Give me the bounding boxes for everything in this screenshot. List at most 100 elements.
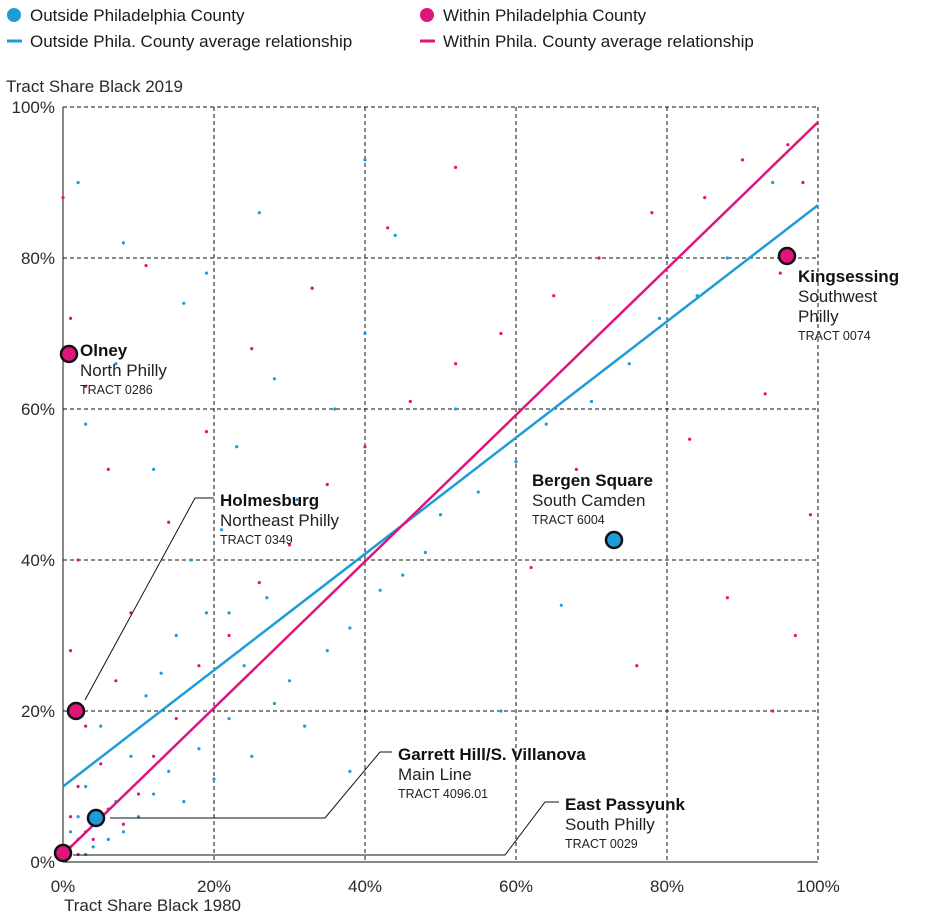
point-within-philadelphia-county [552, 294, 556, 298]
point-outside-philadelphia-county [725, 256, 730, 260]
annotation-subtitle-bergen-square: South Camden [532, 491, 645, 510]
annotation-subtitle-olney: North Philly [80, 361, 167, 380]
point-within-philadelphia-county [703, 196, 707, 200]
point-outside-philadelphia-county [378, 588, 382, 592]
x-axis-title: Tract Share Black 1980 [64, 896, 241, 915]
point-within-philadelphia-county [287, 543, 292, 547]
annotation-subtitle-kingsessing: Southwest [798, 287, 878, 306]
point-within-philadelphia-county [167, 520, 171, 524]
connector-garrett-hill-s-villanova [110, 751, 392, 819]
highlight-point-east-passyunk [53, 843, 73, 863]
point-within-philadelphia-county [121, 822, 125, 826]
point-within-philadelphia-county [84, 724, 88, 728]
annotation-subtitle-east-passyunk: South Philly [565, 815, 655, 834]
connector-holmesburg [84, 497, 214, 701]
point-outside-philadelphia-county [476, 490, 480, 494]
highlight-point-kingsessing [777, 246, 797, 266]
point-within-philadelphia-county [454, 362, 458, 366]
annotation-tract-holmesburg: TRACT 0349 [220, 533, 293, 547]
point-outside-philadelphia-county [657, 316, 662, 320]
legend-outside-points: Outside Philadelphia County [30, 6, 245, 25]
point-outside-philadelphia-county [250, 754, 254, 758]
point-outside-philadelphia-county [219, 528, 224, 532]
point-outside-philadelphia-county [454, 407, 458, 411]
point-within-philadelphia-county [688, 437, 692, 441]
point-within-philadelphia-county [363, 445, 367, 449]
point-outside-philadelphia-county [76, 815, 80, 819]
point-outside-philadelphia-county [348, 769, 352, 774]
x-tick-label: 80% [650, 877, 684, 896]
point-outside-philadelphia-county [771, 180, 775, 185]
annotation-subtitle-garrett-hill-s-villanova: Main Line [398, 765, 472, 784]
highlight-point-bergen-square [604, 530, 624, 550]
x-tick-label: 0% [51, 877, 76, 896]
point-outside-philadelphia-county [174, 633, 178, 638]
point-outside-philadelphia-county [182, 800, 186, 804]
point-outside-philadelphia-county [242, 664, 246, 668]
point-outside-philadelphia-county [212, 777, 216, 781]
point-outside-philadelphia-county [333, 407, 337, 411]
legend-within-points: Within Philadelphia County [443, 6, 647, 25]
point-outside-philadelphia-county [227, 716, 231, 721]
y-tick-label: 0% [30, 853, 55, 872]
point-outside-philadelphia-county [499, 709, 503, 713]
annotation-tract-olney: TRACT 0286 [80, 383, 153, 397]
point-within-philadelphia-county [152, 754, 156, 758]
y-tick-label: 20% [21, 702, 55, 721]
point-outside-philadelphia-county [303, 724, 307, 728]
point-outside-philadelphia-county [106, 837, 110, 841]
point-within-philadelphia-county [786, 143, 790, 147]
annotation-title-east-passyunk: East Passyunk [565, 795, 686, 814]
point-outside-philadelphia-county [295, 498, 299, 502]
legend-outside-line: Outside Phila. County average relationsh… [30, 32, 352, 51]
point-outside-philadelphia-county [121, 241, 125, 245]
point-within-philadelphia-county [650, 211, 654, 215]
legend-swatch-outside-points [7, 8, 21, 22]
y-tick-label: 60% [21, 400, 55, 419]
x-tick-label: 40% [348, 877, 382, 896]
annotation-title-bergen-square: Bergen Square [532, 471, 653, 490]
point-outside-philadelphia-county [189, 558, 193, 562]
legend-within-line: Within Phila. County average relationshi… [443, 32, 754, 51]
point-within-philadelphia-county [454, 165, 458, 169]
point-outside-philadelphia-county [144, 694, 148, 698]
annotation-title-holmesburg: Holmesburg [220, 491, 319, 510]
point-outside-philadelphia-county [272, 377, 276, 381]
point-within-philadelphia-county [635, 664, 639, 668]
gridlines [62, 106, 819, 863]
point-outside-philadelphia-county [84, 852, 88, 857]
point-outside-philadelphia-county [272, 701, 276, 706]
point-outside-philadelphia-county [114, 362, 118, 366]
x-tick-label: 100% [796, 877, 839, 896]
point-within-philadelphia-county [68, 815, 73, 819]
y-tick-label: 40% [21, 551, 55, 570]
point-outside-philadelphia-county [438, 513, 443, 517]
annotation-tract-garrett-hill-s-villanova: TRACT 4096.01 [398, 787, 488, 801]
point-outside-philadelphia-county [129, 754, 133, 758]
point-within-philadelphia-county [99, 762, 103, 766]
point-within-philadelphia-county [197, 664, 201, 668]
point-within-philadelphia-county [136, 792, 141, 796]
legend-swatch-within-points [420, 8, 434, 22]
point-within-philadelphia-county [725, 596, 730, 600]
point-outside-philadelphia-county [257, 211, 261, 215]
point-within-philadelphia-county [68, 649, 73, 653]
point-outside-philadelphia-county [514, 460, 518, 464]
tick-labels: 0% 0% 20% 20% 40% 40% 60% 60% 80% 80% 100% 100% [12, 98, 840, 896]
point-within-philadelphia-county [61, 196, 65, 200]
annotation-subtitle-holmesburg: Northeast Philly [220, 511, 340, 530]
point-outside-philadelphia-county [197, 747, 201, 751]
x-tick-label: 60% [499, 877, 533, 896]
legend: Outside Philadelphia County Outside Phil… [7, 6, 754, 51]
point-within-philadelphia-county [408, 399, 412, 404]
point-within-philadelphia-county [204, 430, 209, 434]
point-outside-philadelphia-county [325, 649, 329, 653]
point-within-philadelphia-county [529, 565, 533, 570]
point-outside-philadelphia-county [204, 611, 209, 615]
x-tick-label: 20% [197, 877, 231, 896]
point-within-philadelphia-county [106, 467, 110, 471]
point-within-philadelphia-county [76, 558, 80, 562]
point-within-philadelphia-county [144, 263, 148, 268]
